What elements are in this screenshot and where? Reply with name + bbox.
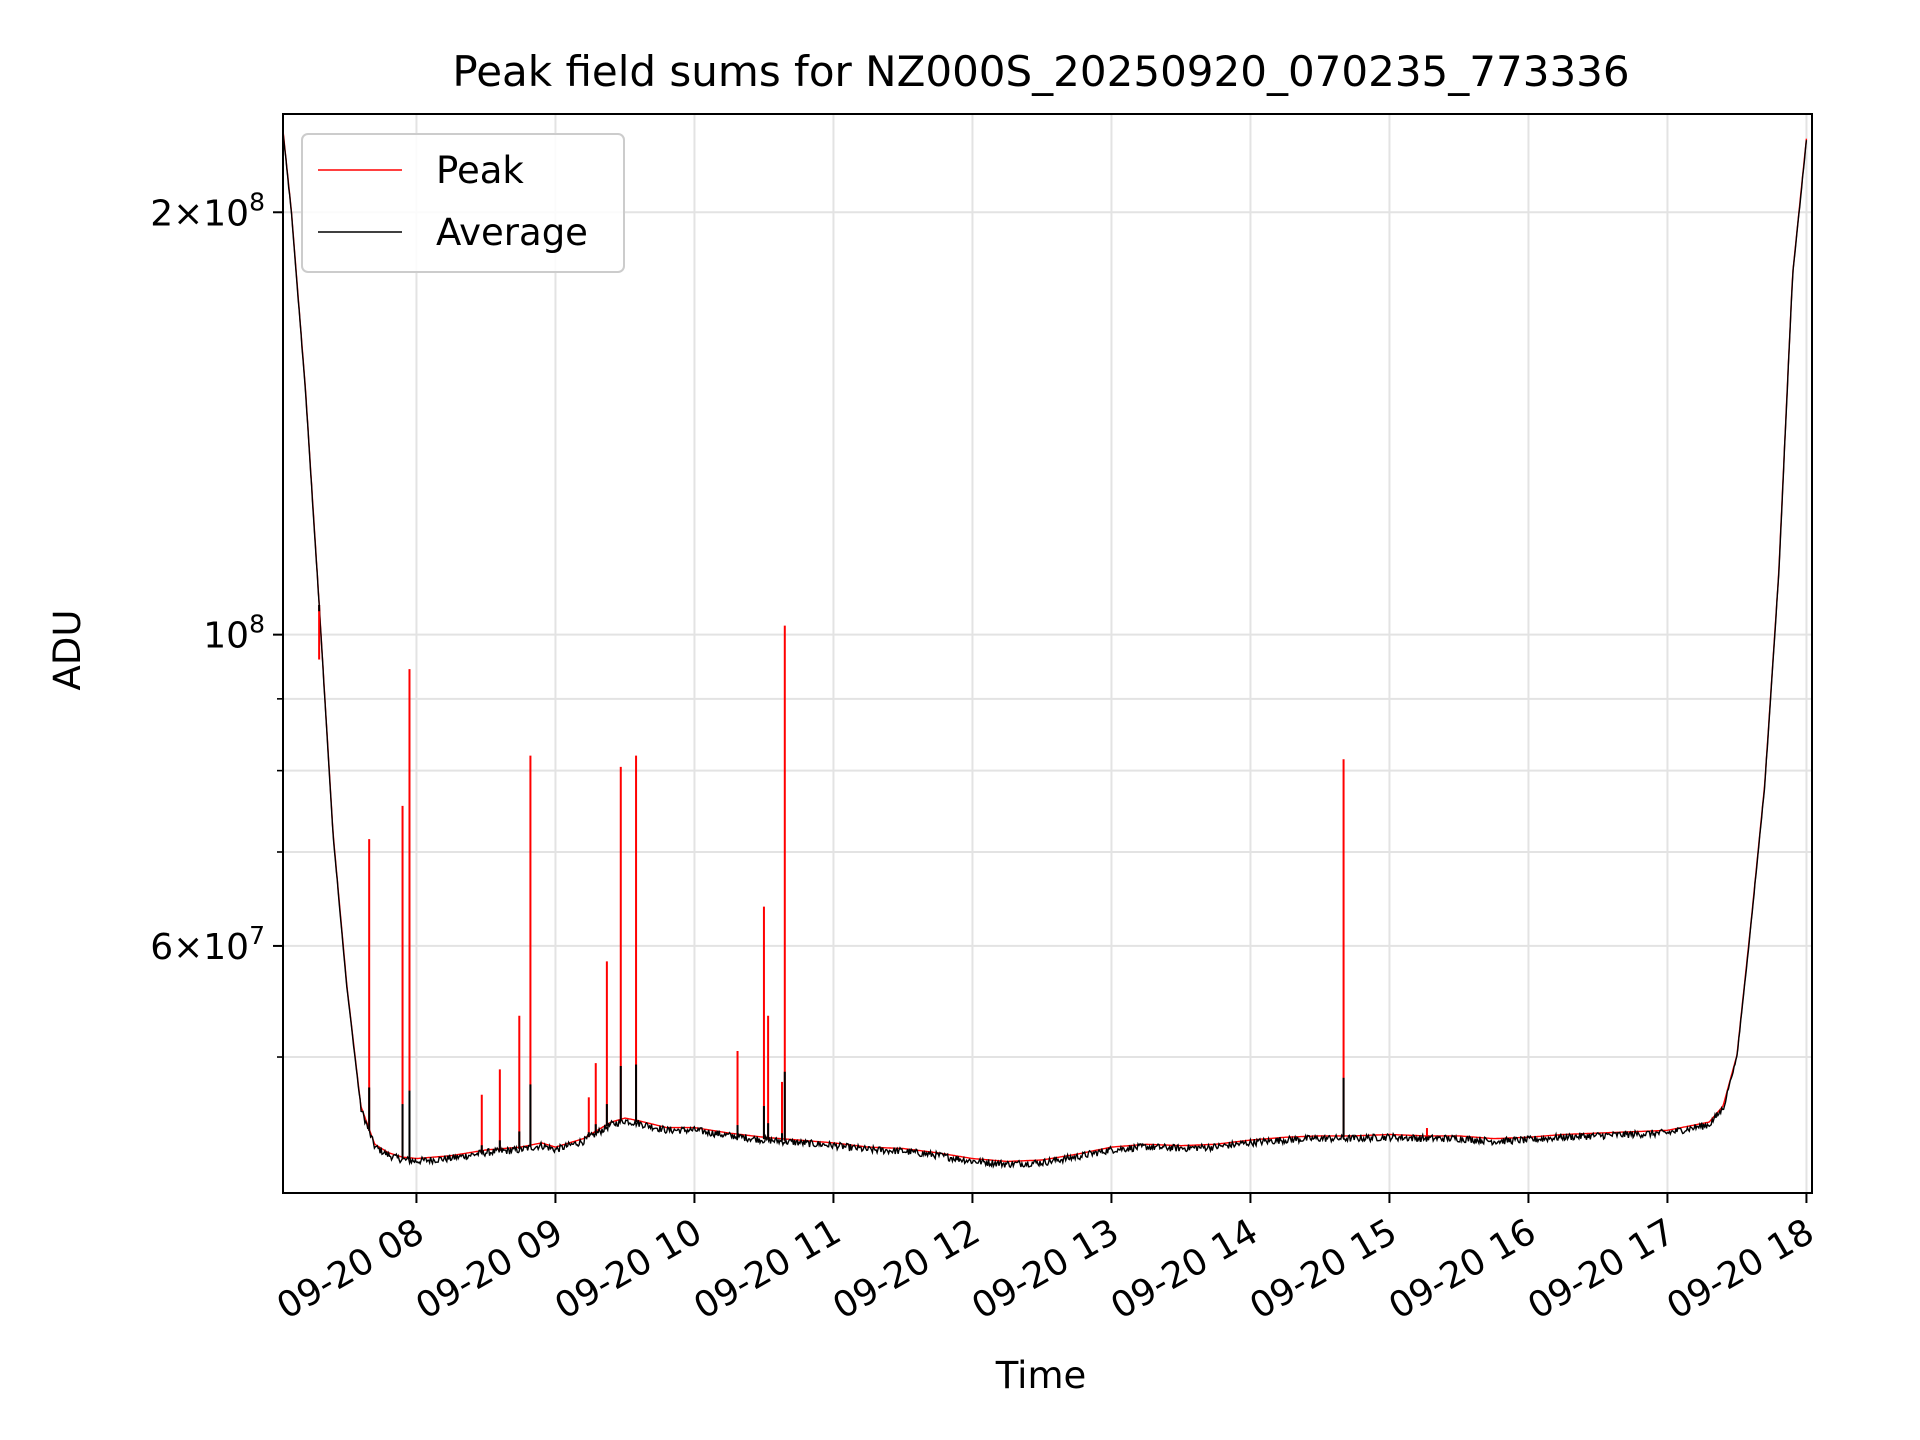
y-tick-label: 108 bbox=[203, 610, 265, 657]
legend-label-average: Average bbox=[436, 211, 588, 254]
legend-label-peak: Peak bbox=[436, 149, 524, 192]
y-axis-label: ADU bbox=[46, 610, 89, 691]
y-tick-label: 6×107 bbox=[150, 921, 265, 968]
y-tick-label: 2×108 bbox=[150, 187, 265, 234]
legend: Peak Average bbox=[301, 133, 625, 273]
x-axis-label: Time bbox=[995, 1354, 1087, 1397]
plot-area bbox=[282, 130, 1808, 1170]
legend-box bbox=[301, 133, 625, 273]
chart-title: Peak field sums for NZ000S_20250920_0702… bbox=[452, 47, 1629, 96]
plot-frame bbox=[282, 113, 1813, 1194]
average-series-line bbox=[282, 131, 1808, 1170]
